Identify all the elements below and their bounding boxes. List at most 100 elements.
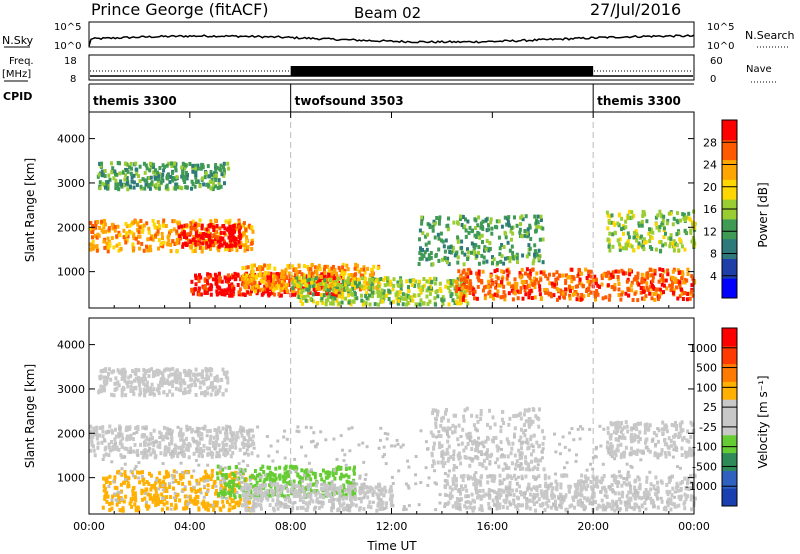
scatter-cell	[347, 474, 351, 479]
scatter-cell	[649, 235, 653, 240]
scatter-cell	[223, 181, 226, 186]
scatter-cell	[620, 483, 624, 488]
scatter-cell	[103, 486, 107, 491]
scatter-cell	[217, 181, 221, 186]
velocity-scatter	[89, 366, 697, 513]
scatter-cell	[531, 419, 535, 424]
scatter-cell	[556, 276, 560, 281]
scatter-cell	[674, 241, 678, 246]
scatter-cell	[355, 296, 359, 301]
scatter-cell	[481, 219, 485, 224]
scatter-cell	[441, 257, 444, 262]
scatter-cell	[163, 165, 167, 169]
scatter-cell	[151, 237, 155, 242]
scatter-cell	[193, 223, 197, 228]
scatter-cell	[214, 491, 218, 496]
scatter-cell	[181, 432, 185, 437]
scatter-cell	[324, 282, 328, 287]
scatter-cell	[634, 274, 638, 279]
scatter-cell	[506, 256, 510, 261]
scatter-cell	[486, 285, 490, 290]
scatter-cell	[447, 456, 451, 461]
scatter-cell	[441, 239, 445, 244]
scatter-cell	[335, 274, 339, 279]
scatter-cell	[118, 161, 121, 166]
scatter-cell	[136, 379, 140, 384]
scatter-cell	[151, 162, 155, 167]
scatter-cell	[634, 234, 638, 239]
scatter-cell	[229, 430, 233, 435]
scatter-cell	[674, 285, 678, 290]
scatter-cell	[136, 505, 140, 510]
scatter-cell	[123, 480, 127, 485]
scatter-cell	[258, 478, 262, 483]
scatter-cell	[212, 435, 216, 440]
scatter-cell	[210, 239, 214, 244]
scatter-cell	[493, 422, 497, 427]
scatter-cell	[418, 228, 422, 233]
scatter-cell	[250, 285, 254, 290]
scatter-cell	[570, 267, 574, 272]
scatter-cell	[470, 447, 474, 451]
scatter-cell	[148, 161, 152, 166]
scatter-cell	[610, 285, 614, 289]
scatter-cell	[199, 447, 203, 451]
scatter-cell	[103, 218, 106, 223]
scatter-cell	[377, 493, 381, 498]
scatter-cell	[381, 487, 385, 492]
scatter-cell	[330, 271, 334, 276]
scatter-cell	[315, 279, 319, 284]
scatter-cell	[288, 499, 292, 504]
scatter-cell	[353, 266, 357, 271]
scatter-cell	[103, 174, 107, 178]
scatter-cell	[174, 498, 177, 503]
scatter-cell	[239, 292, 243, 297]
scatter-cell	[464, 293, 468, 298]
scatter-cell	[330, 498, 334, 503]
scatter-cell	[642, 237, 646, 242]
scatter-cell	[166, 242, 170, 247]
scatter-cell	[417, 293, 421, 298]
scatter-cell	[117, 187, 121, 192]
scatter-cell	[302, 276, 306, 281]
scatter-cell	[150, 484, 154, 488]
scatter-cell	[550, 294, 553, 299]
scatter-cell	[493, 292, 497, 297]
scatter-cell	[534, 229, 537, 234]
scatter-cell	[219, 168, 223, 173]
scatter-cell	[210, 177, 214, 182]
scatter-cell	[267, 472, 271, 477]
scatter-cell	[244, 443, 248, 448]
scatter-cell	[139, 219, 143, 223]
scatter-cell	[433, 276, 437, 281]
scatter-cell	[494, 280, 498, 285]
scatter-cell	[671, 269, 675, 274]
freq-unit: [MHz]	[2, 69, 31, 80]
scatter-cell	[684, 215, 688, 220]
scatter-cell	[104, 452, 108, 457]
scatter-cell	[619, 500, 623, 505]
scatter-cell	[143, 375, 147, 380]
scatter-cell	[249, 443, 253, 448]
scatter-cell	[422, 301, 425, 306]
scatter-cell	[517, 448, 521, 453]
scatter-cell	[434, 302, 437, 307]
scatter-cell	[189, 231, 193, 236]
scatter-cell	[89, 247, 93, 252]
scatter-cell	[419, 246, 422, 251]
scatter-cell	[159, 370, 162, 375]
nsky-tick-bottom: 10^0	[54, 41, 81, 52]
scatter-cell	[691, 235, 695, 240]
scatter-cell	[491, 261, 494, 266]
scatter-cell	[165, 506, 169, 511]
scatter-cell	[212, 225, 216, 230]
scatter-cell	[625, 482, 628, 487]
scatter-cell	[455, 289, 458, 293]
scatter-cell	[614, 269, 618, 274]
scatter-cell	[595, 289, 599, 293]
scatter-cell	[157, 246, 160, 251]
scatter-cell	[671, 275, 675, 280]
scatter-cell	[594, 281, 598, 286]
scatter-cell	[577, 272, 581, 277]
scatter-cell	[160, 500, 164, 504]
